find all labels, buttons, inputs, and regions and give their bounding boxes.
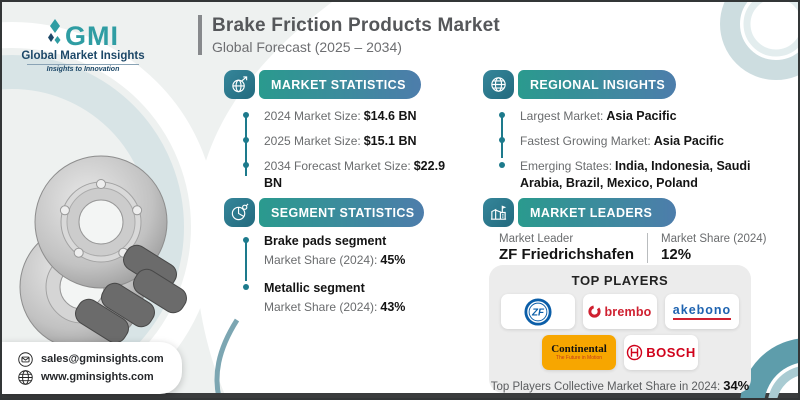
market-leaders-title: MARKET LEADERS [518, 198, 676, 227]
bullet-icon [499, 161, 505, 168]
title-block: Brake Friction Products Market Global Fo… [198, 15, 500, 55]
pie-chart-magnifier-icon [224, 198, 255, 227]
contact-card: sales@gminsights.com www.gminsights.com [2, 342, 182, 394]
bullet-icon [243, 283, 249, 290]
industry-building-icon [483, 198, 514, 227]
envelope-icon [18, 351, 33, 367]
contact-website[interactable]: www.gminsights.com [18, 369, 172, 385]
top-players-title: TOP PLAYERS [571, 273, 669, 288]
brembo-logo: brembo [583, 294, 657, 329]
continental-logo: Continental The Future in Motion [542, 335, 616, 370]
gmi-tagline: Insights to Innovation [27, 64, 139, 73]
market-leader-label: Market Leader [499, 233, 574, 245]
page-title: Brake Friction Products Market [212, 15, 500, 36]
segment-statistics-list: Brake pads segment Market Share (2024): 4… [243, 233, 458, 324]
zf-roundel-icon: ZF [524, 297, 552, 326]
list-item: 2024 Market Size: $14.6 BN [243, 108, 458, 125]
gmi-company-name: Global Market Insights [21, 50, 145, 62]
bullet-icon [243, 237, 249, 243]
list-item: Fastest Growing Market: Asia Pacific [499, 133, 757, 150]
top-players-panel: TOP PLAYERS ZF brembo akebono Con [489, 265, 751, 393]
zf-logo: ZF [501, 294, 575, 329]
top-players-row-2: Continental The Future in Motion BOSCH [489, 335, 751, 370]
market-share-label: Market Share (2024) [661, 233, 767, 245]
regional-insights-banner: REGIONAL INSIGHTS [483, 70, 676, 99]
regional-insights-title: REGIONAL INSIGHTS [518, 70, 676, 99]
list-item: Largest Market: Asia Pacific [499, 108, 757, 125]
gmi-logo: GMI Global Market Insights Insights to I… [18, 18, 148, 73]
market-leader-block: Market Leader ZF Friedrichshafen Market … [499, 233, 767, 263]
bullet-icon [243, 136, 249, 143]
bottom-bar [2, 393, 798, 398]
vertical-divider [647, 233, 649, 263]
gmi-diamonds-icon [48, 19, 61, 44]
bosch-armature-icon [627, 344, 643, 361]
brake-disc-image [19, 155, 187, 350]
market-share-value: 12% [661, 246, 692, 263]
svg-text:ZF: ZF [531, 307, 545, 318]
segment-statistics-title: SEGMENT STATISTICS [259, 198, 424, 227]
bullet-icon [499, 112, 505, 118]
bullet-icon [499, 136, 505, 143]
market-leader-name-block: Market Leader ZF Friedrichshafen [499, 233, 634, 263]
list-item: Emerging States: India, Indonesia, Saudi … [499, 158, 757, 192]
globe-icon [483, 70, 514, 99]
market-statistics-banner: MARKET STATISTICS [224, 70, 421, 99]
gmi-logo-text: GMI [65, 20, 119, 51]
bullet-icon [243, 161, 249, 168]
list-item: 2034 Forecast Market Size: $22.9 BN [243, 158, 458, 192]
page-subtitle: Global Forecast (2025 – 2034) [212, 39, 402, 55]
brake-pads [75, 244, 187, 344]
top-players-row-1: ZF brembo akebono [489, 294, 751, 329]
brembo-ring-icon [588, 305, 602, 318]
list-item: 2025 Market Size: $15.1 BN [243, 133, 458, 150]
collective-share-value: 34% [723, 378, 750, 393]
market-leader-share-block: Market Share (2024) 12% [661, 233, 766, 263]
globe-icon [18, 369, 33, 385]
regional-insights-list: Largest Market: Asia Pacific Fastest Grow… [499, 108, 757, 200]
contact-email[interactable]: sales@gminsights.com [18, 351, 172, 367]
akebono-logo: akebono [665, 294, 739, 329]
list-item: Metallic segment Market Share (2024): 43% [243, 280, 458, 316]
market-statistics-title: MARKET STATISTICS [259, 70, 421, 99]
globe-growth-icon [224, 70, 255, 99]
market-leaders-banner: MARKET LEADERS [483, 198, 676, 227]
bosch-logo: BOSCH [624, 335, 698, 370]
list-item: Brake pads segment Market Share (2024): 4… [243, 233, 458, 269]
market-leader-name: ZF Friedrichshafen [499, 246, 635, 263]
segment-statistics-banner: SEGMENT STATISTICS [224, 198, 424, 227]
bullet-icon [243, 112, 249, 118]
collective-share: Top Players Collective Market Share in 2… [490, 378, 750, 393]
front-brake-disc [34, 155, 168, 289]
